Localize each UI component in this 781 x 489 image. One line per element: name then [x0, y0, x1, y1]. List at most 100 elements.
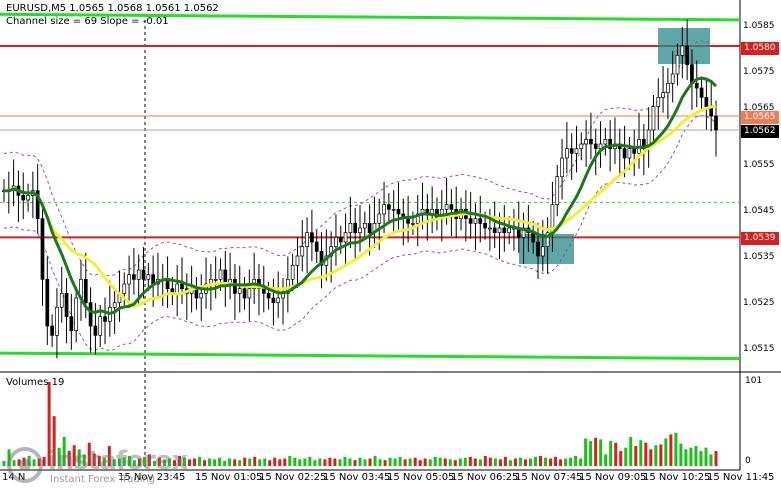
indicator-price-box: 1.0565 — [741, 111, 779, 124]
candle-body — [593, 143, 598, 150]
volume-bar — [268, 460, 272, 466]
volume-bar — [353, 460, 357, 466]
volume-bar — [167, 458, 171, 466]
candle-body — [74, 297, 79, 332]
candle-body — [411, 222, 415, 225]
candle-body — [569, 148, 574, 154]
candle-body — [218, 269, 223, 280]
candle-body — [502, 227, 507, 234]
candle-body — [555, 176, 560, 206]
volume-bar — [72, 445, 76, 466]
volume-bar — [503, 456, 507, 466]
moving-average-slow-line — [4, 104, 717, 308]
time-tick-label: 15 Nov 07:45 — [515, 472, 583, 483]
candle-body — [213, 278, 218, 281]
volume-bar — [188, 459, 192, 466]
price-tick-label: 1.0525 — [743, 298, 775, 308]
volume-bar — [293, 457, 297, 466]
candle-body — [237, 288, 242, 294]
candle-body — [675, 54, 680, 75]
candle-body — [127, 274, 131, 285]
candle-body — [694, 82, 699, 89]
volume-bar — [533, 456, 537, 466]
candle-body — [271, 297, 276, 304]
chart-title: EURUSD,M5 1.0565 1.0568 1.0561 1.0562 — [6, 3, 219, 14]
volume-bar — [679, 443, 683, 466]
candle-body — [589, 138, 593, 145]
candle-body — [300, 246, 305, 257]
volume-bar — [584, 438, 588, 466]
volume-bar — [358, 457, 362, 466]
volume-bar — [609, 441, 613, 466]
candle-body — [492, 227, 497, 234]
volume-bar — [669, 434, 673, 466]
candle-body — [531, 232, 536, 243]
volume-bar — [513, 458, 517, 466]
volume-bar — [47, 382, 51, 466]
volume-bar — [122, 457, 126, 466]
volume-bar — [92, 453, 96, 466]
volume-bar — [87, 442, 91, 466]
channel-lower-line — [0, 351, 741, 361]
time-tick-label: 15 Nov 05:05 — [387, 472, 455, 483]
volume-bar — [32, 459, 36, 466]
volume-bar — [699, 451, 703, 466]
volume-bar — [298, 459, 302, 466]
candle-body — [468, 218, 473, 224]
volume-bar — [218, 457, 222, 466]
candle-body — [704, 96, 709, 108]
volume-bar — [177, 456, 181, 466]
candle-body — [242, 288, 247, 299]
candle-body — [338, 236, 343, 243]
volume-bar — [183, 457, 187, 466]
volume-bar — [443, 458, 447, 466]
volume-bar — [589, 441, 593, 466]
volume-bar — [714, 451, 718, 466]
volume-bar — [313, 460, 317, 466]
volume-bar — [378, 459, 382, 466]
instaforex-logo-icon — [7, 447, 43, 483]
watermark-name: instaforex — [48, 446, 188, 476]
time-tick-label: 15 Nov 01:05 — [195, 472, 263, 483]
candle-body — [584, 138, 588, 145]
volume-bar — [428, 459, 432, 466]
volume-bar — [137, 458, 141, 466]
volume-bar — [569, 457, 573, 466]
candle-body — [295, 255, 300, 266]
time-tick-label: 15 Nov 23:45 — [118, 472, 186, 483]
volume-bar — [478, 459, 482, 466]
candle-body — [276, 297, 281, 304]
volume-bar — [619, 451, 623, 466]
volume-bar — [574, 456, 578, 466]
volume-bar — [649, 449, 653, 466]
candle-body — [26, 194, 30, 201]
volume-bar — [343, 456, 347, 466]
volume-bar — [233, 459, 237, 466]
candle-body — [685, 45, 689, 66]
candle-body — [449, 204, 454, 210]
volume-bar — [599, 439, 603, 466]
time-tick-label: 15 Nov 10:25 — [643, 472, 711, 483]
volume-bar — [333, 458, 337, 466]
candle-body — [35, 190, 40, 220]
channel-upper-line — [0, 12, 741, 22]
candle-body — [391, 208, 396, 211]
volume-bar — [594, 437, 598, 466]
candle-body — [497, 227, 502, 234]
candle-body — [382, 204, 386, 215]
volume-bar — [308, 456, 312, 466]
volume-bar — [328, 457, 332, 466]
volume-bar — [614, 442, 618, 466]
volume-bar — [363, 459, 367, 466]
candle-body — [622, 148, 627, 159]
volume-bar — [468, 456, 472, 466]
candle-body — [608, 138, 613, 150]
volume-bar — [629, 436, 633, 466]
volume-bar — [102, 457, 106, 466]
candle-body — [223, 269, 228, 285]
volume-bar — [112, 459, 116, 466]
candle-body — [21, 194, 26, 201]
volume-bar — [639, 440, 643, 466]
volume-bar — [303, 458, 307, 466]
